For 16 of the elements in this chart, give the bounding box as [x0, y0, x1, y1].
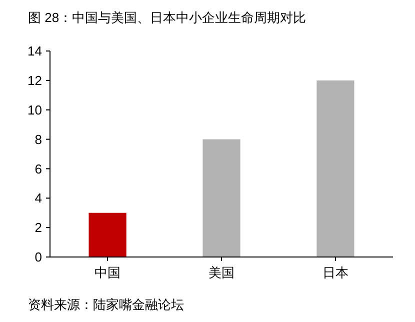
bar	[88, 212, 126, 257]
x-tick-label: 日本	[322, 265, 348, 280]
y-tick-label: 14	[28, 44, 42, 59]
bar	[202, 139, 240, 257]
text: 资料来源：陆家嘴金融论坛	[28, 297, 184, 312]
y-tick-label: 4	[34, 190, 42, 206]
y-tick-label: 8	[34, 132, 42, 147]
y-tick-label: 12	[28, 72, 42, 88]
y-tick-label: 2	[34, 220, 42, 236]
bar	[316, 80, 354, 257]
chart-title: 图 28：中国与美国、日本中小企业生命周期对比	[28, 10, 306, 25]
x-tick-label: 中国	[94, 265, 121, 280]
y-tick-label: 10	[28, 102, 42, 118]
y-tick-label: 6	[34, 161, 42, 176]
y-tick-label: 0	[34, 250, 42, 265]
x-tick-label: 美国	[208, 265, 234, 280]
